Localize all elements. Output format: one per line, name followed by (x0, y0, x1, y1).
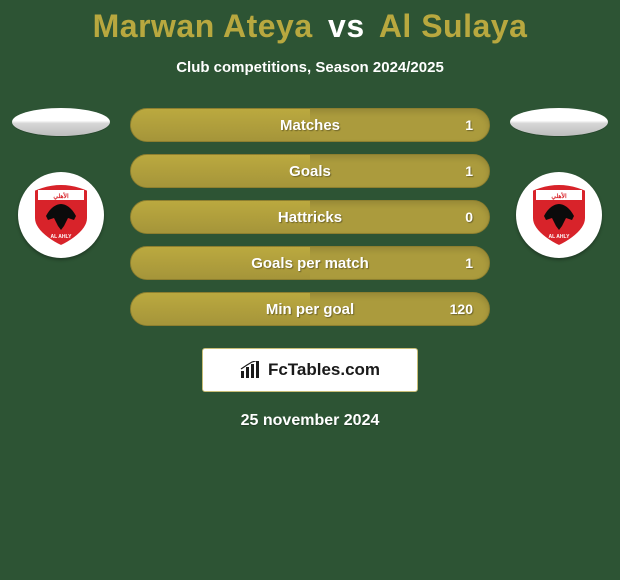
bars-icon (240, 361, 262, 379)
player1-oval (12, 108, 110, 136)
title-vs: vs (328, 8, 365, 44)
stats-column: Matches 1 Goals 1 Hattricks 0 Goals per … (116, 108, 504, 326)
stat-fill (131, 155, 310, 187)
stat-value-right: 120 (450, 301, 473, 317)
stat-value-right: 1 (465, 117, 473, 133)
player2-oval (510, 108, 608, 136)
svg-text:AL AHLY: AL AHLY (51, 234, 73, 240)
stat-value-right: 0 (465, 209, 473, 225)
svg-text:AL AHLY: AL AHLY (549, 234, 571, 240)
stat-value-right: 1 (465, 255, 473, 271)
player1-club-badge: الأهلي AL AHLY (18, 172, 104, 258)
main-layout: الأهلي AL AHLY Matches 1 Goals 1 Hattric… (0, 108, 620, 326)
left-column: الأهلي AL AHLY (6, 108, 116, 258)
stat-label: Matches (280, 117, 340, 134)
stat-label: Hattricks (278, 209, 342, 226)
title-player1: Marwan Ateya (93, 8, 313, 44)
subtitle: Club competitions, Season 2024/2025 (0, 59, 620, 76)
branding-box: FcTables.com (202, 348, 418, 392)
page-title: Marwan Ateya vs Al Sulaya (0, 0, 620, 45)
stat-row-goals: Goals 1 (130, 154, 490, 188)
date-text: 25 november 2024 (0, 412, 620, 430)
player2-club-badge: الأهلي AL AHLY (516, 172, 602, 258)
stat-row-hattricks: Hattricks 0 (130, 200, 490, 234)
stat-label: Goals (289, 163, 331, 180)
stat-row-goals-per-match: Goals per match 1 (130, 246, 490, 280)
right-column: الأهلي AL AHLY (504, 108, 614, 258)
title-player2: Al Sulaya (379, 8, 528, 44)
stat-label: Min per goal (266, 301, 354, 318)
stat-row-matches: Matches 1 (130, 108, 490, 142)
branding-text: FcTables.com (268, 360, 380, 380)
al-ahly-badge-icon: الأهلي AL AHLY (26, 180, 96, 250)
stat-label: Goals per match (251, 255, 369, 272)
stat-value-right: 1 (465, 163, 473, 179)
al-ahly-badge-icon: الأهلي AL AHLY (524, 180, 594, 250)
stat-row-min-per-goal: Min per goal 120 (130, 292, 490, 326)
